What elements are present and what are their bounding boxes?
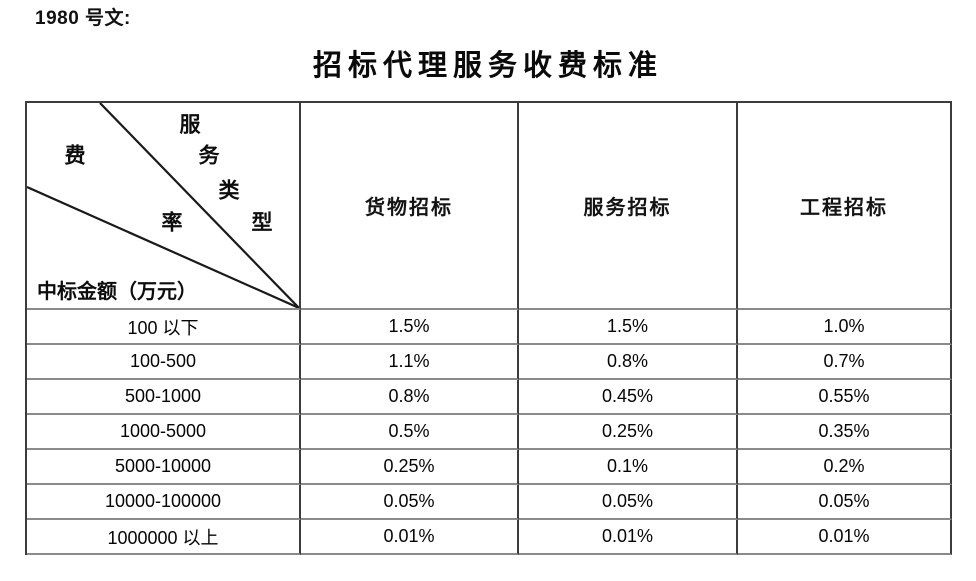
rate-cell: 1.1% <box>301 345 519 380</box>
table-row: 10000-100000 0.05% 0.05% 0.05% <box>27 485 952 520</box>
rate-cell: 0.8% <box>519 345 738 380</box>
rate-cell: 0.05% <box>301 485 519 520</box>
table-row: 500-1000 0.8% 0.45% 0.55% <box>27 380 952 415</box>
rate-cell: 0.01% <box>519 520 738 555</box>
rate-cell: 0.01% <box>738 520 952 555</box>
rate-cell: 0.7% <box>738 345 952 380</box>
amount-range-cell: 10000-100000 <box>27 485 301 520</box>
amount-range-cell: 100-500 <box>27 345 301 380</box>
table-header-row: 服 务 类 型 费 率 中标金额（万元） 货物招标 服务招标 工程招标 <box>27 103 952 310</box>
rate-cell: 0.25% <box>519 415 738 450</box>
corner-bottom-label: 中标金额（万元） <box>37 281 197 303</box>
rate-cell: 1.0% <box>738 310 952 345</box>
corner-col-axis-char: 务 <box>198 143 220 168</box>
corner-col-axis-char: 类 <box>218 178 240 203</box>
table-row: 100 以下 1.5% 1.5% 1.0% <box>27 310 952 345</box>
table-row: 1000000 以上 0.01% 0.01% 0.01% <box>27 520 952 555</box>
corner-col-axis-char: 服 <box>179 112 201 137</box>
amount-range-cell: 1000-5000 <box>27 415 301 450</box>
rate-cell: 0.35% <box>738 415 952 450</box>
table-row: 100-500 1.1% 0.8% 0.7% <box>27 345 952 380</box>
column-header-services: 服务招标 <box>519 103 738 310</box>
fee-standard-table: 服 务 类 型 费 率 中标金额（万元） 货物招标 服务招标 工程招标 100 … <box>25 101 952 555</box>
column-header-goods: 货物招标 <box>301 103 519 310</box>
rate-cell: 0.1% <box>519 450 738 485</box>
corner-row-axis-char: 率 <box>161 210 183 235</box>
column-header-engineering: 工程招标 <box>738 103 952 310</box>
corner-row-axis-char: 费 <box>64 143 86 168</box>
rate-cell: 0.55% <box>738 380 952 415</box>
rate-cell: 1.5% <box>301 310 519 345</box>
rate-cell: 0.8% <box>301 380 519 415</box>
table-row: 1000-5000 0.5% 0.25% 0.35% <box>27 415 952 450</box>
amount-range-cell: 1000000 以上 <box>27 520 301 555</box>
doc-ref-label: 1980 号文: <box>35 8 131 29</box>
rate-cell: 0.01% <box>301 520 519 555</box>
amount-range-cell: 5000-10000 <box>27 450 301 485</box>
rate-cell: 1.5% <box>519 310 738 345</box>
rate-cell: 0.5% <box>301 415 519 450</box>
diagonal-divider-lines <box>27 103 299 308</box>
amount-range-cell: 500-1000 <box>27 380 301 415</box>
rate-cell: 0.05% <box>519 485 738 520</box>
rate-cell: 0.25% <box>301 450 519 485</box>
rate-cell: 0.2% <box>738 450 952 485</box>
rate-cell: 0.45% <box>519 380 738 415</box>
corner-col-axis-char: 型 <box>251 210 273 235</box>
rate-cell: 0.05% <box>738 485 952 520</box>
page-title: 招标代理服务收费标准 <box>312 50 663 82</box>
table-corner-cell: 服 务 类 型 费 率 中标金额（万元） <box>27 103 301 310</box>
table-row: 5000-10000 0.25% 0.1% 0.2% <box>27 450 952 485</box>
amount-range-cell: 100 以下 <box>27 310 301 345</box>
